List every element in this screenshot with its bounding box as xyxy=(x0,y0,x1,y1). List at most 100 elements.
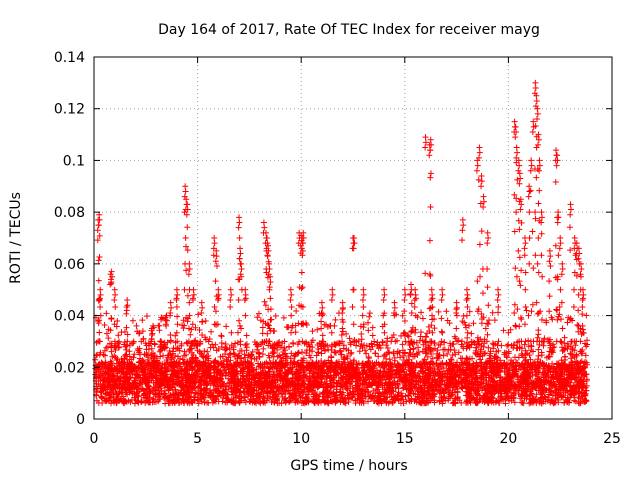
data-point xyxy=(150,322,157,329)
data-point xyxy=(347,350,354,357)
data-point xyxy=(418,309,425,316)
data-point xyxy=(336,347,343,354)
data-point xyxy=(139,328,146,335)
data-point xyxy=(411,384,418,391)
data-point xyxy=(449,352,456,359)
data-point xyxy=(535,346,542,353)
data-point xyxy=(473,344,480,351)
data-point xyxy=(276,338,283,345)
data-point xyxy=(129,317,136,324)
data-point xyxy=(455,349,462,356)
data-point xyxy=(503,354,510,361)
data-point xyxy=(272,313,279,320)
data-point xyxy=(497,357,504,364)
data-point xyxy=(309,337,316,344)
data-point xyxy=(227,357,234,364)
data-point xyxy=(399,341,406,348)
data-point xyxy=(543,354,550,361)
data-point xyxy=(338,351,345,358)
data-point xyxy=(521,341,528,348)
data-point xyxy=(466,308,473,315)
data-point xyxy=(534,334,541,341)
data-point xyxy=(249,348,256,355)
data-point xyxy=(582,352,589,359)
data-point xyxy=(490,341,497,348)
data-point xyxy=(176,347,183,354)
data-point xyxy=(468,330,475,337)
data-point xyxy=(478,320,485,327)
data-point xyxy=(172,332,179,339)
data-point xyxy=(497,394,504,401)
data-point xyxy=(399,312,406,319)
data-point xyxy=(319,332,326,339)
data-point xyxy=(174,313,181,320)
data-point xyxy=(150,395,157,402)
data-point xyxy=(295,349,302,356)
data-point xyxy=(292,374,299,381)
data-point xyxy=(470,320,477,327)
data-point xyxy=(196,327,203,334)
data-point xyxy=(435,341,442,348)
data-point xyxy=(369,324,376,331)
data-point xyxy=(274,346,281,353)
data-point xyxy=(193,369,200,376)
data-point xyxy=(419,315,426,322)
data-point xyxy=(408,327,415,334)
data-point xyxy=(232,340,239,347)
data-point xyxy=(192,337,199,344)
data-point xyxy=(201,348,208,355)
data-point xyxy=(227,350,234,357)
data-point xyxy=(260,394,267,401)
data-point xyxy=(195,311,202,318)
data-point xyxy=(139,317,146,324)
data-point xyxy=(103,330,110,337)
data-point xyxy=(123,342,130,349)
data-point xyxy=(522,351,529,358)
data-point xyxy=(579,311,586,318)
data-point xyxy=(379,338,386,345)
data-point xyxy=(358,331,365,337)
data-point xyxy=(485,344,492,351)
data-point xyxy=(441,346,448,353)
data-point xyxy=(494,342,501,349)
data-point xyxy=(490,345,497,352)
data-point xyxy=(512,382,519,389)
data-point xyxy=(469,380,476,387)
data-point xyxy=(281,347,288,354)
data-point xyxy=(375,353,382,360)
data-point xyxy=(491,317,498,324)
data-point xyxy=(247,353,254,360)
data-point xyxy=(535,327,542,334)
data-point xyxy=(96,329,103,336)
data-point xyxy=(365,327,372,334)
data-point xyxy=(440,352,447,359)
data-point xyxy=(497,393,504,400)
data-point xyxy=(533,391,540,398)
data-point xyxy=(254,314,261,321)
data-point xyxy=(100,351,107,358)
data-point xyxy=(336,339,343,346)
data-point xyxy=(223,323,230,330)
data-point xyxy=(512,322,519,329)
data-point xyxy=(92,356,99,363)
data-point xyxy=(274,376,281,383)
data-point xyxy=(486,317,493,324)
data-point xyxy=(384,344,391,351)
data-point xyxy=(431,325,438,332)
data-point xyxy=(328,347,335,354)
data-point xyxy=(482,325,489,332)
data-point xyxy=(172,345,179,352)
data-point xyxy=(401,317,408,324)
data-point xyxy=(511,399,518,406)
data-point xyxy=(114,317,121,324)
data-point xyxy=(485,320,492,327)
data-point xyxy=(259,324,266,331)
data-point xyxy=(559,393,566,400)
data-point xyxy=(314,326,321,333)
data-point xyxy=(371,338,378,345)
data-point xyxy=(578,358,585,365)
data-point xyxy=(557,316,564,323)
data-point xyxy=(187,331,194,338)
data-point xyxy=(309,328,316,335)
